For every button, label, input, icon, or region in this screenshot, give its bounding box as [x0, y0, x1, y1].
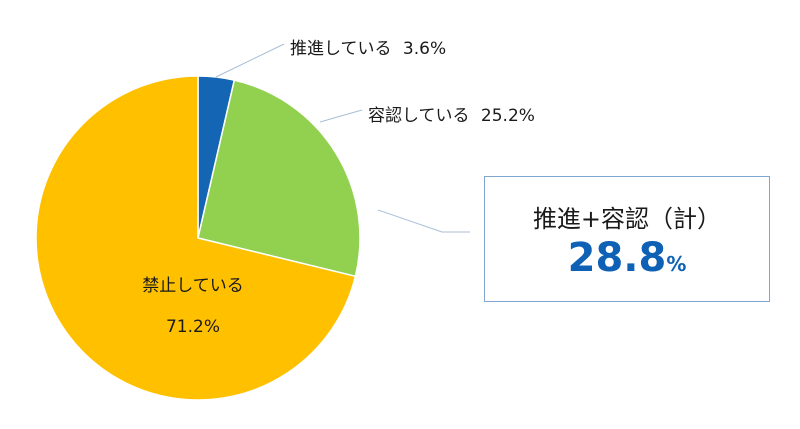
- label-accept-name: 容認している: [368, 106, 470, 126]
- label-promote-value: 3.6%: [403, 39, 446, 59]
- summary-title: 推進+容認（計）: [532, 205, 722, 233]
- summary-number: 28.8: [567, 235, 667, 281]
- label-prohibit-name: 禁止している: [142, 276, 244, 296]
- label-accept-value: 25.2%: [481, 106, 535, 126]
- label-promote-name: 推進している: [290, 39, 392, 59]
- label-promote: 推進している 3.6%: [290, 39, 446, 59]
- pie-slice-accept: [197, 79, 361, 278]
- summary-callout: 推進+容認（計） 28.8%: [484, 176, 770, 302]
- leader-line-promote: [215, 43, 285, 78]
- label-prohibit-value: 71.2%: [166, 317, 220, 337]
- summary-value: 28.8%: [485, 235, 769, 281]
- label-accept: 容認している 25.2%: [368, 106, 535, 126]
- pie-slice-prohibit: [35, 75, 357, 401]
- leader-line-summary: [377, 209, 470, 233]
- pie-slices: [35, 75, 361, 401]
- summary-unit: %: [666, 252, 687, 276]
- leader-line-accept: [319, 109, 363, 123]
